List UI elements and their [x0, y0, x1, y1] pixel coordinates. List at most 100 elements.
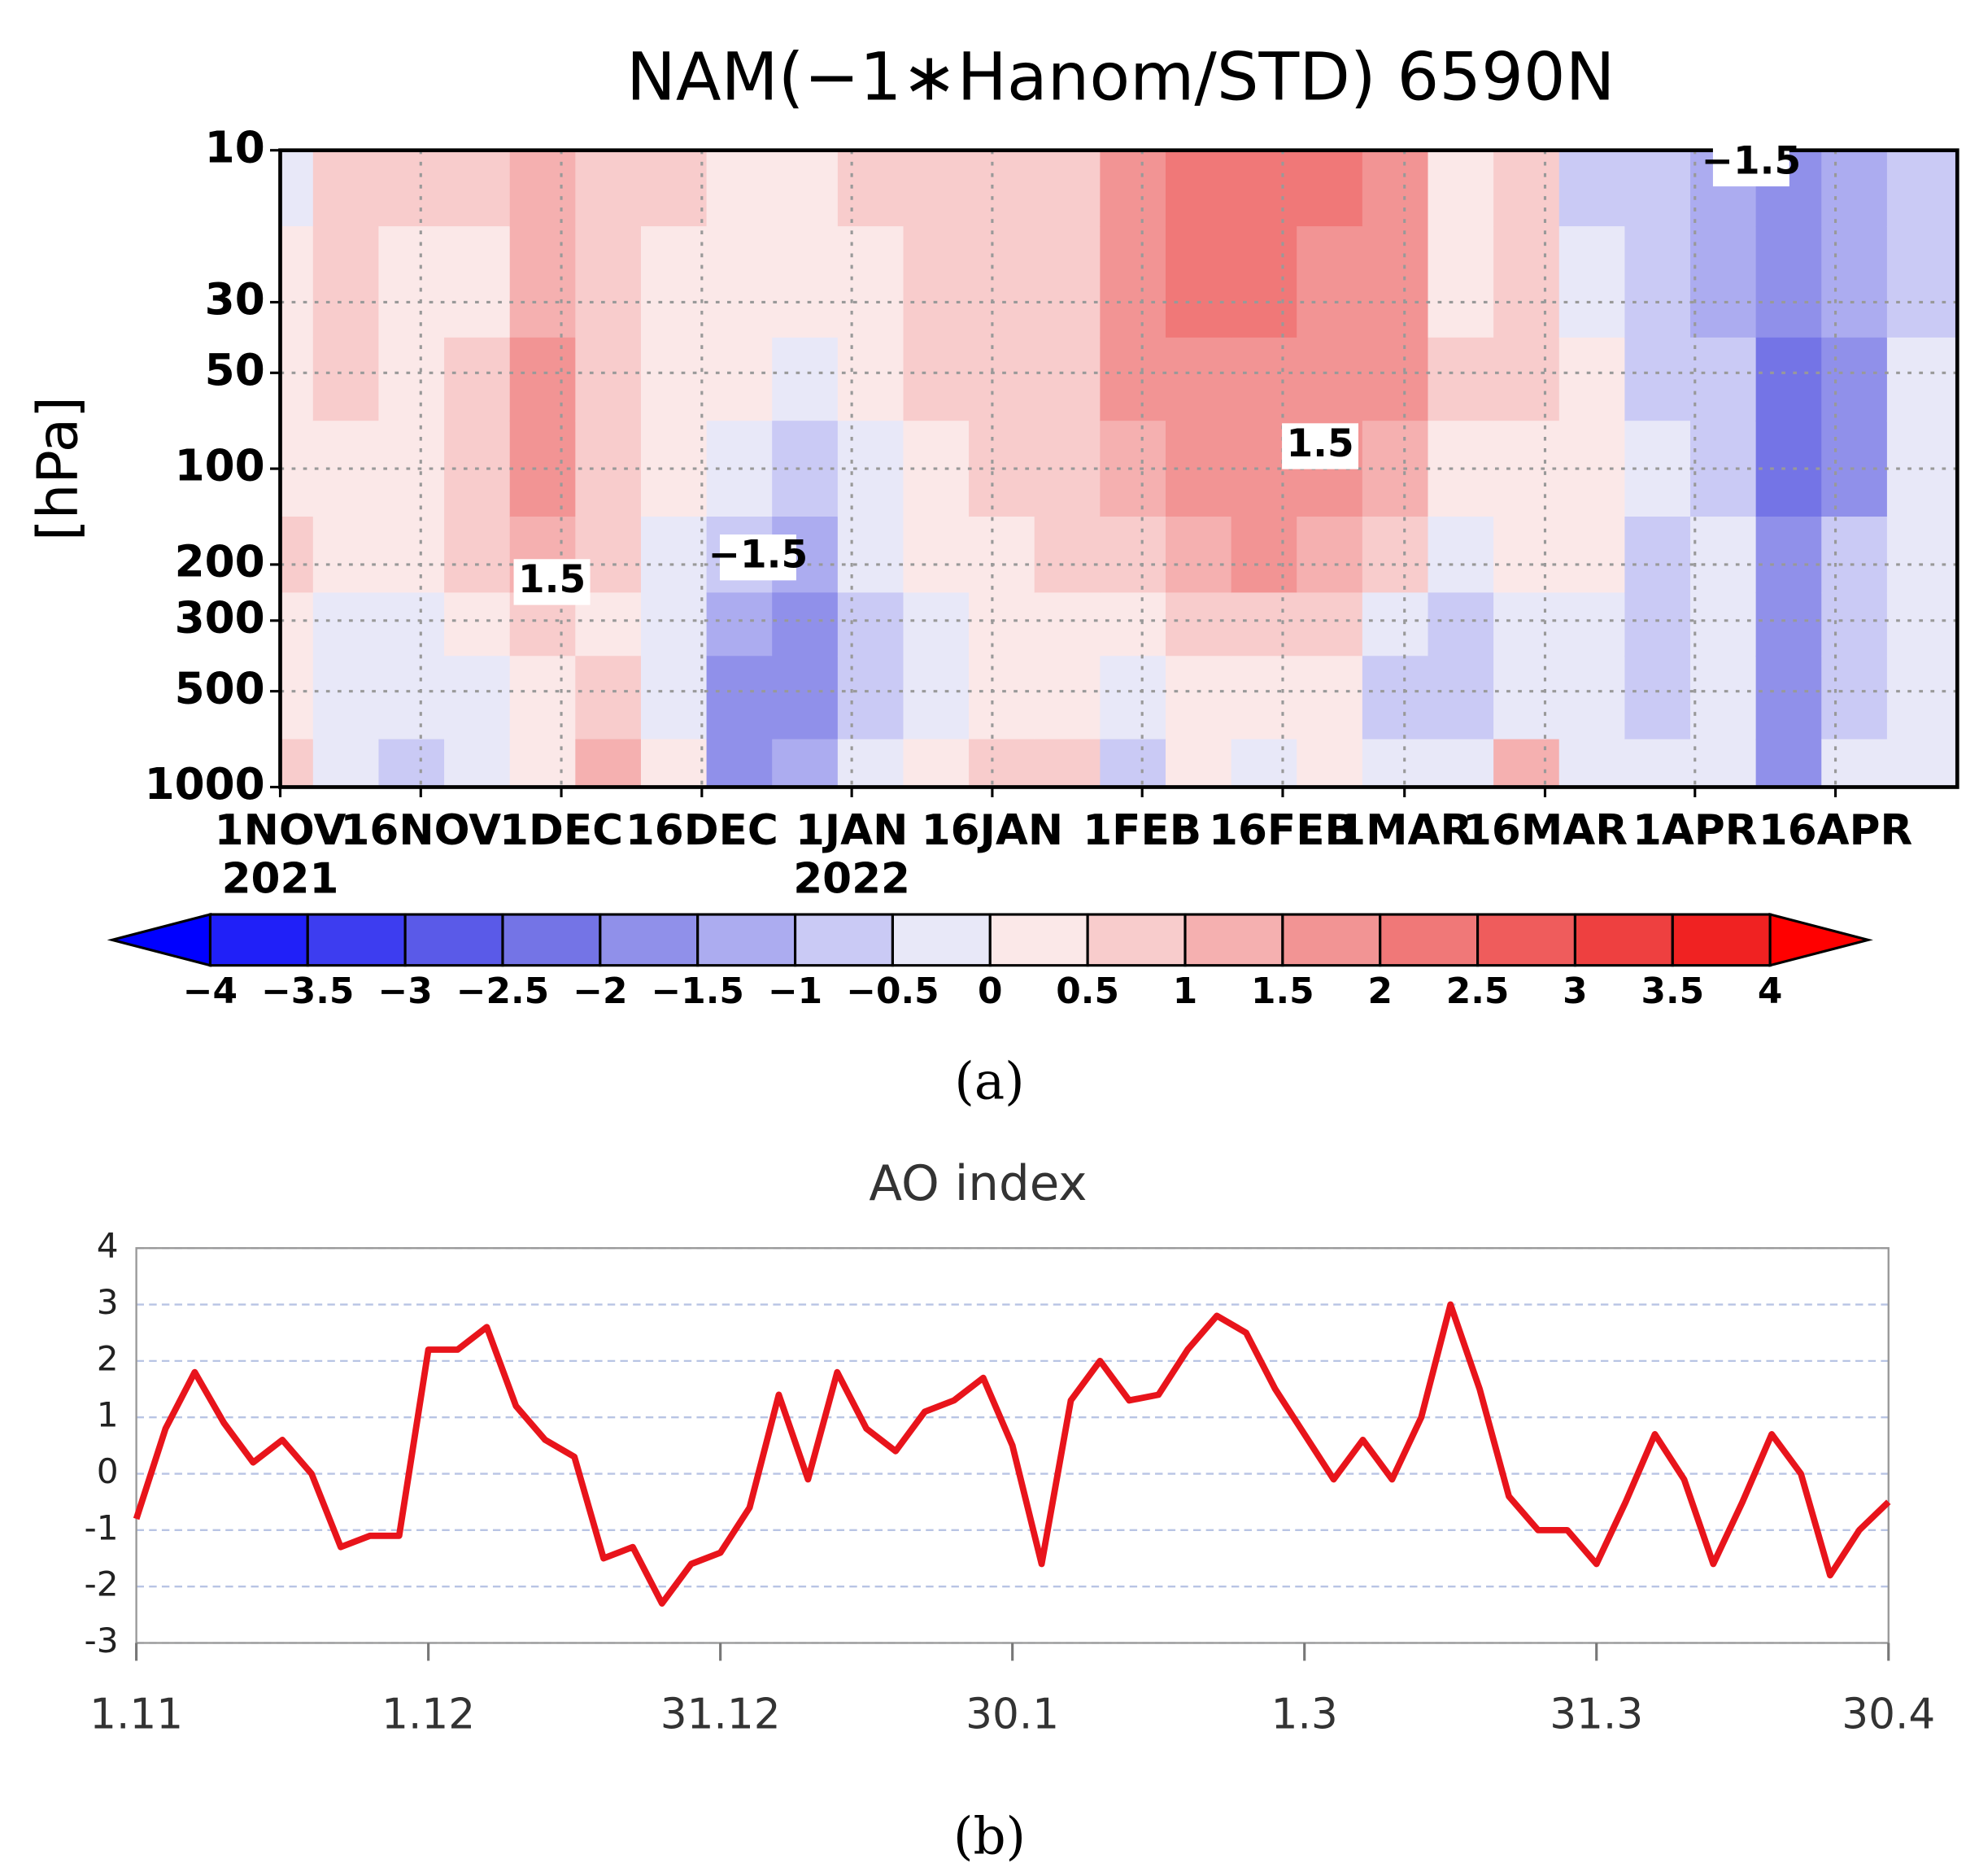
heat-cell — [378, 421, 445, 517]
heat-cell — [1034, 337, 1101, 421]
y-axis-label: [hPa] — [25, 396, 90, 541]
heat-cell — [1362, 592, 1429, 657]
x-tick-label: 1JAN — [796, 806, 908, 855]
y-tick-label: 3 — [97, 1282, 119, 1322]
heat-cell — [772, 337, 839, 421]
annotation: 1.5 — [518, 557, 586, 602]
y-tick-label: 1000 — [145, 759, 265, 809]
heat-cell — [1231, 592, 1298, 657]
heat-cell — [378, 337, 445, 421]
heat-cell — [1755, 421, 1823, 517]
heat-cell — [1690, 517, 1757, 594]
heat-cell — [772, 592, 839, 657]
heat-cell — [280, 226, 314, 338]
colorbar-box — [1573, 913, 1674, 967]
heat-cell — [837, 592, 904, 657]
heat-cell — [1362, 517, 1429, 594]
y-tick-label: 50 — [205, 345, 265, 395]
heat-cell — [1100, 150, 1166, 227]
heat-cell — [280, 150, 314, 227]
heat-cell — [575, 656, 642, 740]
heat-cell — [1231, 739, 1298, 788]
heat-cell — [444, 150, 511, 227]
heat-cell — [1493, 592, 1560, 657]
heat-cell — [1428, 150, 1494, 227]
heat-cell — [1886, 226, 1959, 338]
colorbar-box — [1379, 913, 1480, 967]
heat-cell — [1558, 337, 1626, 421]
heat-cell — [1034, 656, 1101, 740]
x-year-label: 2022 — [793, 854, 910, 903]
heat-cell — [1165, 592, 1232, 657]
heat-cell — [1231, 517, 1298, 594]
colorbar-label: 2 — [1367, 971, 1393, 1012]
heat-cell — [1690, 421, 1757, 517]
heat-cell — [444, 226, 511, 338]
heat-cell — [280, 656, 314, 740]
heat-cell — [1558, 656, 1626, 740]
heat-cell — [1558, 421, 1626, 517]
heat-cell — [706, 337, 774, 421]
heat-cell — [1034, 739, 1101, 788]
heat-cell — [640, 592, 708, 657]
heat-cell — [1428, 226, 1494, 338]
heat-cell — [640, 337, 708, 421]
heat-cell — [1755, 337, 1823, 421]
x-tick-label: 1.12 — [381, 1690, 475, 1739]
heat-cell — [1100, 421, 1166, 517]
heat-cell — [1624, 517, 1691, 594]
x-tick-label: 16JAN — [922, 806, 1063, 855]
heat-cell — [509, 421, 577, 517]
y-tick-label: 300 — [175, 592, 265, 643]
heat-cell — [1821, 517, 1888, 594]
colorbar-box — [501, 913, 602, 967]
colorbar-box — [793, 913, 894, 967]
heat-cell — [772, 739, 839, 788]
heat-cell — [1165, 656, 1232, 740]
heat-cell — [378, 226, 445, 338]
heat-cell — [1886, 150, 1959, 227]
heat-cell — [1886, 517, 1959, 594]
heat-cell — [1428, 656, 1494, 740]
heat-cell — [312, 517, 380, 594]
heat-cell — [1297, 656, 1363, 740]
heat-cell — [1165, 226, 1232, 338]
heat-cell — [1362, 337, 1429, 421]
annotation-box — [1712, 140, 1789, 187]
data-line — [133, 1301, 1891, 1607]
colorbar-label: 0.5 — [1056, 971, 1119, 1012]
x-tick-label: 16DEC — [626, 806, 778, 855]
heat-cell — [1493, 337, 1560, 421]
heat-cell — [1034, 226, 1101, 338]
panel-label: (b) — [953, 1807, 1026, 1866]
y-tick-label: 2 — [97, 1338, 119, 1378]
heat-cell — [1886, 337, 1959, 421]
colorbar-label: 3.5 — [1641, 971, 1704, 1012]
colorbar-box — [1183, 913, 1284, 967]
heat-cell — [509, 656, 577, 740]
y-tick-label: -1 — [85, 1507, 119, 1547]
colorbar-label: −4 — [183, 971, 238, 1012]
heat-cell — [706, 656, 774, 740]
heat-cell — [706, 739, 774, 788]
heat-cell — [1100, 337, 1166, 421]
panel-label: (a) — [954, 1051, 1024, 1110]
plot-border — [278, 148, 1959, 789]
heat-cell — [837, 421, 904, 517]
chart-title: AO index — [869, 1156, 1087, 1212]
heat-cell — [312, 739, 380, 788]
heat-cell — [444, 517, 511, 594]
heat-cell — [1821, 226, 1888, 338]
heat-cell — [640, 739, 708, 788]
heat-cell — [903, 739, 970, 788]
heat-cell — [1165, 517, 1232, 594]
y-tick-label: 200 — [175, 537, 265, 587]
heat-cell — [312, 337, 380, 421]
heat-cell — [640, 517, 708, 594]
heat-cell — [1558, 150, 1626, 227]
heat-cell — [903, 592, 970, 657]
x-tick-label: 16NOV — [340, 806, 501, 855]
heat-cell — [706, 226, 774, 338]
colorbar-label: 2.5 — [1446, 971, 1510, 1012]
